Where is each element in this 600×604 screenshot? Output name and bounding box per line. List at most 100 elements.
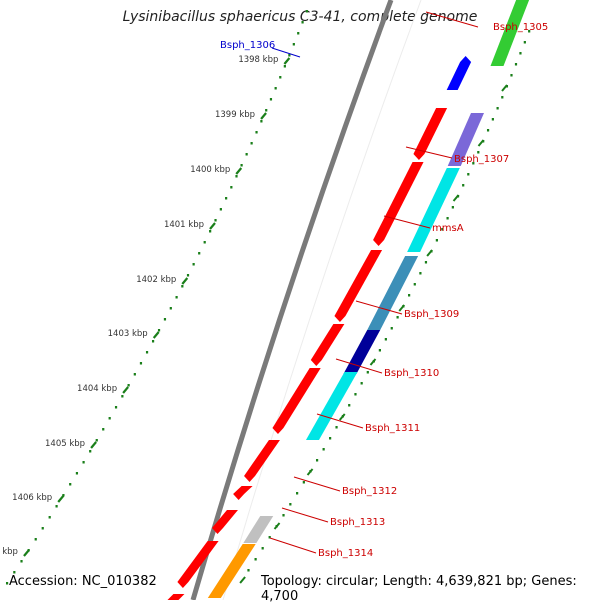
ruler-dot: [186, 274, 190, 277]
ruler-dot-right: [366, 371, 369, 374]
ruler-dot: [214, 219, 217, 222]
ruler-dot: [265, 109, 268, 112]
gene-labels: Bsph_1305 Bsph_1306 Bsph_1307 mmsA Bsph_1309…: [220, 22, 548, 559]
ruler-major-tick: [283, 57, 291, 65]
gene-block-bsph-1310: [343, 330, 381, 374]
ruler-dot: [48, 516, 51, 519]
ruler-dot: [157, 329, 161, 332]
ruler-dot: [219, 208, 222, 211]
forward-gene-arrow: [233, 486, 253, 500]
label-leader-line: [269, 537, 317, 554]
ruler-dot-right: [384, 338, 387, 341]
ruler-dot: [175, 296, 178, 299]
forward-gene-arrow: [373, 162, 424, 246]
ruler-dot-right: [496, 107, 499, 110]
gene-label-bsph-1314: Bsph_1314: [318, 548, 373, 559]
ruler-dot: [133, 373, 136, 376]
ruler-dot-right: [329, 437, 332, 440]
ruler-dot: [245, 153, 248, 156]
ruler-dot-right: [335, 426, 338, 429]
ruler-minor-tick: [426, 249, 433, 257]
ruler-dot: [102, 428, 105, 431]
ruler-dot-right: [467, 173, 470, 176]
scale-tick-label: 1398 kbp: [238, 55, 278, 65]
scale-ruler: [5, 10, 531, 585]
gene-block-bsph-1313: [243, 516, 274, 543]
ruler-minor-tick: [306, 468, 314, 476]
accession-text: Accession: NC_010382: [9, 574, 157, 589]
label-leader-line: [271, 47, 301, 58]
gene-label-bsph-1306: Bsph_1306: [220, 40, 275, 51]
ruler-dot-right: [424, 261, 428, 264]
ruler-dot: [121, 395, 124, 398]
ruler-dot: [108, 417, 111, 420]
ruler-dot: [151, 340, 155, 343]
scale-labels: 1398 kbp 1399 kbp 1400 kbp 1401 kbp 1402 kbp…: [0, 55, 278, 557]
ruler-dot: [274, 87, 277, 90]
scale-tick-label: 1406 kbp: [12, 493, 52, 503]
ruler-dot: [5, 582, 9, 585]
label-leader-line: [335, 358, 383, 374]
ruler-dot: [169, 307, 172, 310]
ruler-dot: [305, 10, 308, 13]
ruler-dot: [181, 285, 184, 288]
ruler-dot: [62, 494, 65, 497]
ruler-dot: [20, 560, 23, 563]
label-leaders: [269, 11, 479, 554]
ruler-dot: [139, 362, 143, 365]
ruler-dot-right: [486, 129, 490, 132]
ruler-dot-right: [390, 327, 393, 330]
ruler-dot: [203, 241, 206, 244]
ruler-minor-tick: [273, 522, 281, 530]
ruler-dot: [235, 175, 238, 178]
ruler-dot-right: [523, 41, 526, 44]
forward-gene-arrow: [244, 440, 280, 482]
ruler-dot: [55, 505, 58, 508]
ruler-dot-right: [247, 569, 250, 572]
ruler-dot: [192, 263, 195, 266]
ruler-dot-right: [378, 349, 381, 352]
ruler-dot: [34, 538, 37, 541]
forward-strand-track: [167, 56, 472, 600]
ruler-dot: [301, 21, 304, 24]
ruler-minor-tick: [452, 194, 460, 202]
ruler-dot-right: [322, 448, 325, 451]
gene-label-mmsa: mmsA: [432, 223, 464, 234]
ruler-dot-right: [413, 283, 416, 286]
ruler-dot-right: [315, 459, 319, 462]
reverse-track-guide: [222, 0, 422, 600]
ruler-major-tick: [57, 495, 65, 503]
label-leader-line: [355, 300, 403, 315]
ruler-minor-tick: [338, 413, 346, 421]
ruler-dot: [82, 461, 85, 464]
ruler-dot-right: [302, 481, 305, 484]
ruler-dot-right: [451, 206, 454, 209]
ruler-dot-right: [348, 404, 351, 407]
ruler-dot: [13, 571, 16, 574]
ruler-minor-tick: [239, 576, 246, 584]
ruler-dot-right: [289, 503, 292, 506]
ruler-minor-tick: [501, 84, 508, 92]
forward-gene-arrow: [167, 594, 185, 600]
gene-block-bsph-1314: [207, 544, 256, 598]
ruler-major-tick: [235, 167, 243, 175]
gene-label-bsph-1305: Bsph_1305: [493, 22, 548, 33]
ruler-dot-right: [296, 492, 299, 495]
ruler-major-tick: [209, 222, 216, 230]
ruler-dot: [283, 65, 286, 68]
forward-gene-arrow: [177, 541, 219, 588]
ruler-dot: [95, 439, 98, 442]
gene-label-bsph-1312: Bsph_1312: [342, 486, 397, 497]
ruler-dot: [114, 406, 118, 409]
gene-label-bsph-1313: Bsph_1313: [330, 517, 385, 528]
ruler-dot: [127, 384, 130, 387]
ruler-dot-right: [354, 393, 357, 396]
label-leader-line: [293, 476, 341, 492]
label-leader-line: [316, 413, 364, 429]
gene-block-mmsa: [407, 168, 460, 252]
ruler-dot: [255, 131, 258, 134]
label-leader-line: [425, 11, 479, 28]
ruler-dot-right: [462, 184, 465, 187]
label-leader-line: [405, 146, 453, 159]
ruler-dot: [297, 32, 300, 35]
